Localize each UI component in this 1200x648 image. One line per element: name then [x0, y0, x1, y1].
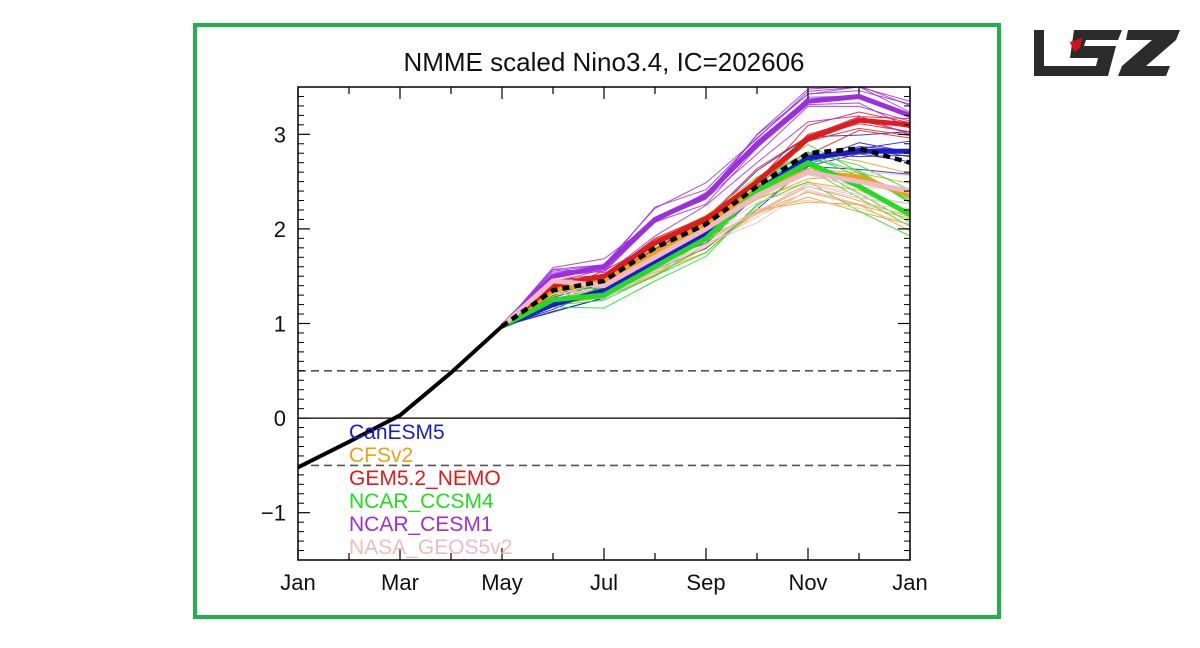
x-tick-label: Jul	[590, 570, 618, 595]
x-tick-label: Nov	[788, 570, 827, 595]
legend-entry-CanESM5: CanESM5	[349, 421, 445, 444]
member-line-NCAR_CCSM4-1	[501, 168, 910, 327]
y-tick-label: 0	[274, 406, 286, 431]
series-line-NASA_GEOS5v2	[500, 169, 910, 329]
ensemble-mean-line	[500, 146, 910, 329]
legend-entry-GEM5.2_NEMO: GEM5.2_NEMO	[349, 467, 501, 490]
member-line-NCAR_CESM1-5	[501, 87, 910, 327]
y-tick-label: 2	[274, 217, 286, 242]
x-tick-label: Jan	[280, 570, 315, 595]
member-line-CFSv2-7	[501, 191, 910, 327]
legend-entry-NCAR_CCSM4: NCAR_CCSM4	[349, 490, 494, 513]
legend-entry-NASA_GEOS5v2: NASA_GEOS5v2	[349, 536, 512, 559]
x-tick-label: Mar	[381, 570, 419, 595]
x-tick-label: Sep	[686, 570, 725, 595]
member-line-CFSv2-5	[501, 152, 910, 327]
chart-title: NMME scaled Nino3.4, IC=202606	[403, 47, 804, 77]
y-tick-label: 3	[274, 122, 286, 147]
member-line-NCAR_CESM1-7	[501, 87, 910, 327]
member-line-NASA_GEOS5v2-1	[501, 190, 910, 327]
x-tick-label: May	[481, 570, 523, 595]
x-tick-label: Jan	[892, 570, 927, 595]
logo-red-mark	[1070, 38, 1082, 52]
observed-line	[298, 324, 504, 470]
logo-s-shape	[1058, 30, 1122, 76]
logo-l-shape	[1034, 30, 1066, 76]
chart-frame: NMME scaled Nino3.4, IC=202606 3 2 1 0 −1 Jan…	[193, 23, 1001, 619]
legend-entry-CFSv2: CFSv2	[349, 444, 413, 467]
logo-z-shape	[1118, 30, 1180, 76]
chart: NMME scaled Nino3.4, IC=202606 3 2 1 0 −1 Jan…	[261, 47, 928, 595]
legend-entry-NCAR_CESM1: NCAR_CESM1	[349, 513, 493, 536]
series-line-NCAR_CESM1	[500, 94, 910, 329]
member-line-NCAR_CESM1-4	[501, 115, 910, 327]
y-tick-label: −1	[261, 501, 286, 526]
member-line-NCAR_CESM1-3	[501, 102, 910, 327]
y-tick-label: 1	[274, 312, 286, 337]
site-logo	[1034, 30, 1180, 76]
member-line-NCAR_CCSM4-3	[501, 180, 910, 327]
